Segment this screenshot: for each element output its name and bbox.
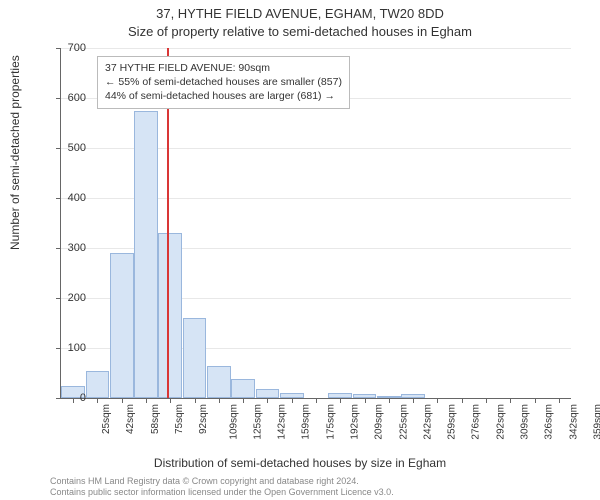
histogram-bar [256,389,280,398]
histogram-bar [207,366,231,399]
chart-subtitle: Size of property relative to semi-detach… [0,24,600,39]
xtick-mark [340,398,341,403]
xtick-mark [219,398,220,403]
ytick-label: 0 [46,392,86,404]
xtick-mark [243,398,244,403]
xtick-label: 42sqm [125,404,136,434]
xtick-label: 209sqm [374,404,385,440]
histogram-bar [231,379,255,398]
xtick-label: 75sqm [174,404,185,434]
xtick-mark [146,398,147,403]
histogram-bar [183,318,207,398]
xtick-label: 109sqm [228,404,239,440]
ytick-label: 300 [46,242,86,254]
ytick-label: 200 [46,292,86,304]
xtick-label: 125sqm [252,404,263,440]
annotation-line: 44% of semi-detached houses are larger (… [105,89,342,103]
xtick-mark [267,398,268,403]
xtick-label: 309sqm [520,404,531,440]
xtick-label: 92sqm [198,404,209,434]
histogram-bar [110,253,134,398]
histogram-bar [134,111,158,399]
xtick-label: 192sqm [350,404,361,440]
xtick-label: 25sqm [101,404,112,434]
xtick-label: 292sqm [495,404,506,440]
ytick-label: 400 [46,192,86,204]
annotation-line: ← 55% of semi-detached houses are smalle… [105,75,342,89]
xtick-label: 342sqm [568,404,579,440]
xtick-mark [413,398,414,403]
ytick-label: 700 [46,42,86,54]
footnote: Contains HM Land Registry data © Crown c… [50,476,394,498]
xtick-mark [170,398,171,403]
xtick-label: 259sqm [447,404,458,440]
footnote-line: Contains HM Land Registry data © Crown c… [50,476,394,487]
ytick-label: 100 [46,342,86,354]
histogram-bar [86,371,110,399]
xtick-label: 359sqm [592,404,600,440]
annotation-line: 37 HYTHE FIELD AVENUE: 90sqm [105,61,342,75]
y-axis-label: Number of semi-detached properties [8,55,22,250]
xtick-mark [486,398,487,403]
xtick-label: 175sqm [325,404,336,440]
xtick-mark [462,398,463,403]
xtick-mark [122,398,123,403]
xtick-mark [437,398,438,403]
xtick-mark [292,398,293,403]
xtick-label: 225sqm [398,404,409,440]
xtick-label: 326sqm [544,404,555,440]
chart-container: { "title": "37, HYTHE FIELD AVENUE, EGHA… [0,0,600,500]
gridline [61,48,571,49]
xtick-mark [97,398,98,403]
xtick-mark [510,398,511,403]
xtick-label: 58sqm [150,404,161,434]
xtick-label: 242sqm [422,404,433,440]
ytick-label: 600 [46,92,86,104]
xtick-label: 142sqm [277,404,288,440]
histogram-bar [158,233,182,398]
x-axis-label: Distribution of semi-detached houses by … [0,456,600,470]
xtick-mark [535,398,536,403]
xtick-mark [389,398,390,403]
xtick-label: 276sqm [471,404,482,440]
ytick-label: 500 [46,142,86,154]
plot-area: 25sqm42sqm58sqm75sqm92sqm109sqm125sqm142… [60,48,571,399]
xtick-mark [195,398,196,403]
chart-title: 37, HYTHE FIELD AVENUE, EGHAM, TW20 8DD [0,6,600,21]
xtick-mark [559,398,560,403]
xtick-mark [365,398,366,403]
footnote-line: Contains public sector information licen… [50,487,394,498]
xtick-label: 159sqm [301,404,312,440]
annotation-box: 37 HYTHE FIELD AVENUE: 90sqm← 55% of sem… [97,56,350,109]
xtick-mark [316,398,317,403]
